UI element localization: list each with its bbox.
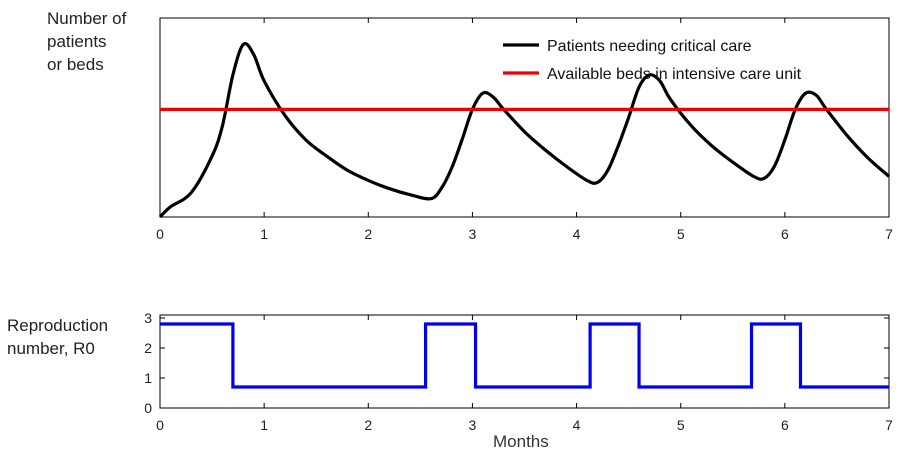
panel-1-x-tick-label: 3 bbox=[469, 417, 477, 433]
panel-1-x-tick-label: 0 bbox=[156, 417, 164, 433]
series-patients-needing-critical-care-line bbox=[158, 42, 891, 219]
panel-1-x-tick-label: 4 bbox=[573, 417, 581, 433]
panel-0-x-tick-label: 5 bbox=[677, 226, 685, 242]
panel-1-x-tick-label: 7 bbox=[885, 417, 893, 433]
panel-1-y-tick-label: 3 bbox=[144, 310, 152, 326]
panel-0-x-tick-label: 6 bbox=[781, 226, 789, 242]
panel-1-series-0-line bbox=[160, 322, 889, 389]
panel-0-x-tick-label: 4 bbox=[573, 226, 581, 242]
panel-1-axes-box bbox=[159, 314, 890, 409]
top-y-axis-label: Number of patients or beds bbox=[47, 9, 127, 74]
legend-label-0: Patients needing critical care bbox=[547, 38, 752, 55]
panel-1-y-tick-label: 0 bbox=[144, 400, 152, 416]
panel-1-y-tick-label: 1 bbox=[144, 370, 152, 386]
x-axis-label: Months bbox=[493, 432, 549, 451]
panel-0-x-tick-label: 3 bbox=[469, 226, 477, 242]
bottom-y-axis-label: Reproduction number, R0 bbox=[7, 316, 109, 358]
panel-1-x-tick-label: 1 bbox=[260, 417, 268, 433]
panel-0-x-tick-label: 2 bbox=[364, 226, 372, 242]
panel-1-x-tick-label: 6 bbox=[781, 417, 789, 433]
panel-0-axes-box bbox=[159, 17, 890, 218]
panel-1-x-tick-label: 5 bbox=[677, 417, 685, 433]
legend-label-1: Available beds in intensive care unit bbox=[547, 66, 802, 83]
panel-1-x-tick-label: 2 bbox=[364, 417, 372, 433]
panel-0-x-tick-label: 1 bbox=[260, 226, 268, 242]
panel-1-y-tick-label: 2 bbox=[144, 340, 152, 356]
panel-0-x-tick-label: 0 bbox=[156, 226, 164, 242]
panel-0-x-tick-label: 7 bbox=[885, 226, 893, 242]
